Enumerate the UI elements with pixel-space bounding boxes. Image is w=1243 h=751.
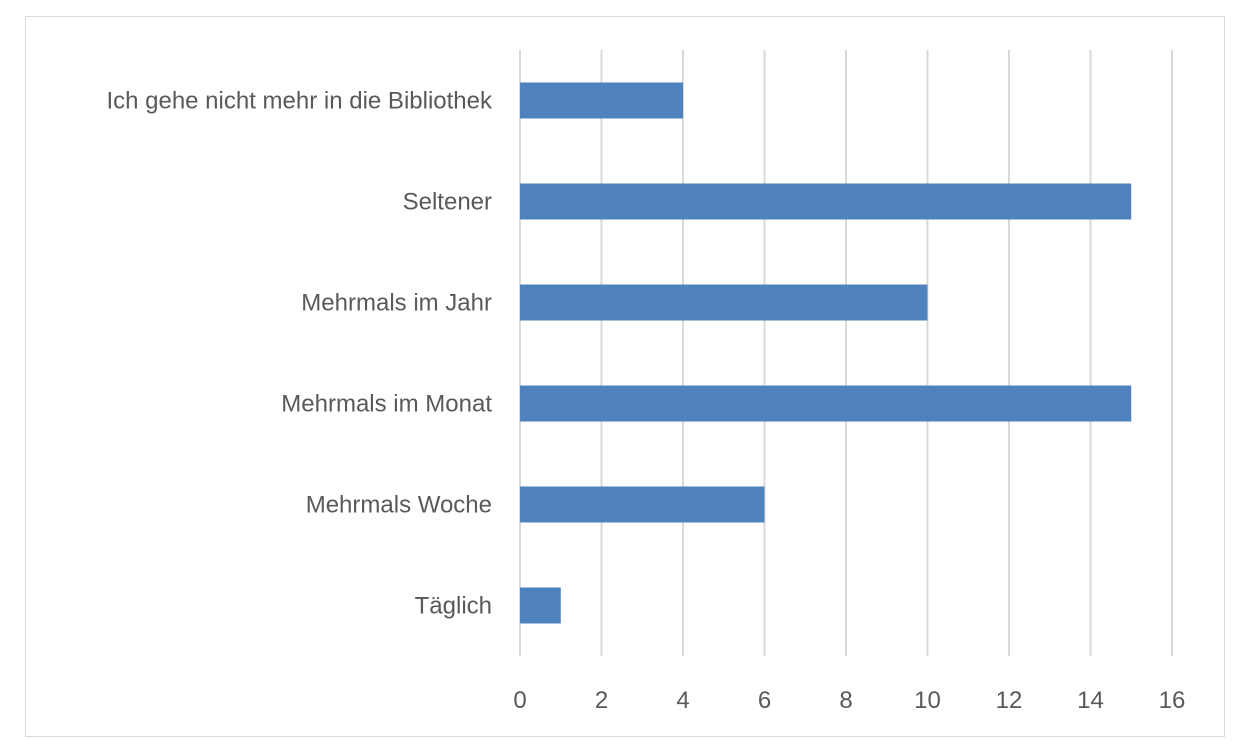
x-tick-label: 12 [996,687,1023,714]
x-tick-label: 2 [595,687,608,714]
x-tick-label: 6 [758,687,771,714]
bar [520,587,561,624]
bar [520,284,928,321]
x-tick-label: 16 [1159,687,1186,714]
bar [520,385,1132,422]
bar [520,82,683,119]
category-label: Mehrmals Woche [306,492,492,519]
x-tick-label: 14 [1077,687,1104,714]
category-label: Mehrmals im Monat [281,391,492,418]
category-label: Ich gehe nicht mehr in die Bibliothek [106,88,493,115]
category-label: Seltener [403,189,492,216]
bar [520,486,765,523]
x-tick-label: 10 [914,687,941,714]
x-tick-label: 8 [839,687,852,714]
bar [520,183,1132,220]
category-label: Mehrmals im Jahr [301,290,492,317]
category-label: Täglich [415,593,492,620]
x-tick-label: 4 [676,687,689,714]
x-tick-label: 0 [513,687,526,714]
chart-area [25,16,1225,737]
